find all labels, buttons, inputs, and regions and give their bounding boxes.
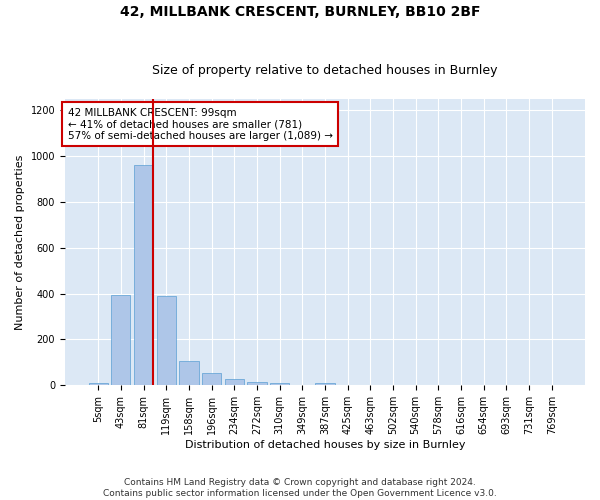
Bar: [134, 166, 153, 385]
Bar: [202, 372, 221, 385]
Bar: [111, 295, 130, 385]
Bar: [316, 383, 335, 385]
Bar: [247, 382, 266, 385]
Bar: [89, 383, 108, 385]
Y-axis label: Number of detached properties: Number of detached properties: [15, 154, 25, 330]
X-axis label: Distribution of detached houses by size in Burnley: Distribution of detached houses by size …: [185, 440, 465, 450]
Text: 42 MILLBANK CRESCENT: 99sqm
← 41% of detached houses are smaller (781)
57% of se: 42 MILLBANK CRESCENT: 99sqm ← 41% of det…: [68, 108, 332, 141]
Bar: [157, 296, 176, 385]
Bar: [224, 380, 244, 385]
Bar: [270, 384, 289, 385]
Bar: [179, 361, 199, 385]
Title: Size of property relative to detached houses in Burnley: Size of property relative to detached ho…: [152, 64, 498, 77]
Text: 42, MILLBANK CRESCENT, BURNLEY, BB10 2BF: 42, MILLBANK CRESCENT, BURNLEY, BB10 2BF: [120, 5, 480, 19]
Text: Contains HM Land Registry data © Crown copyright and database right 2024.
Contai: Contains HM Land Registry data © Crown c…: [103, 478, 497, 498]
